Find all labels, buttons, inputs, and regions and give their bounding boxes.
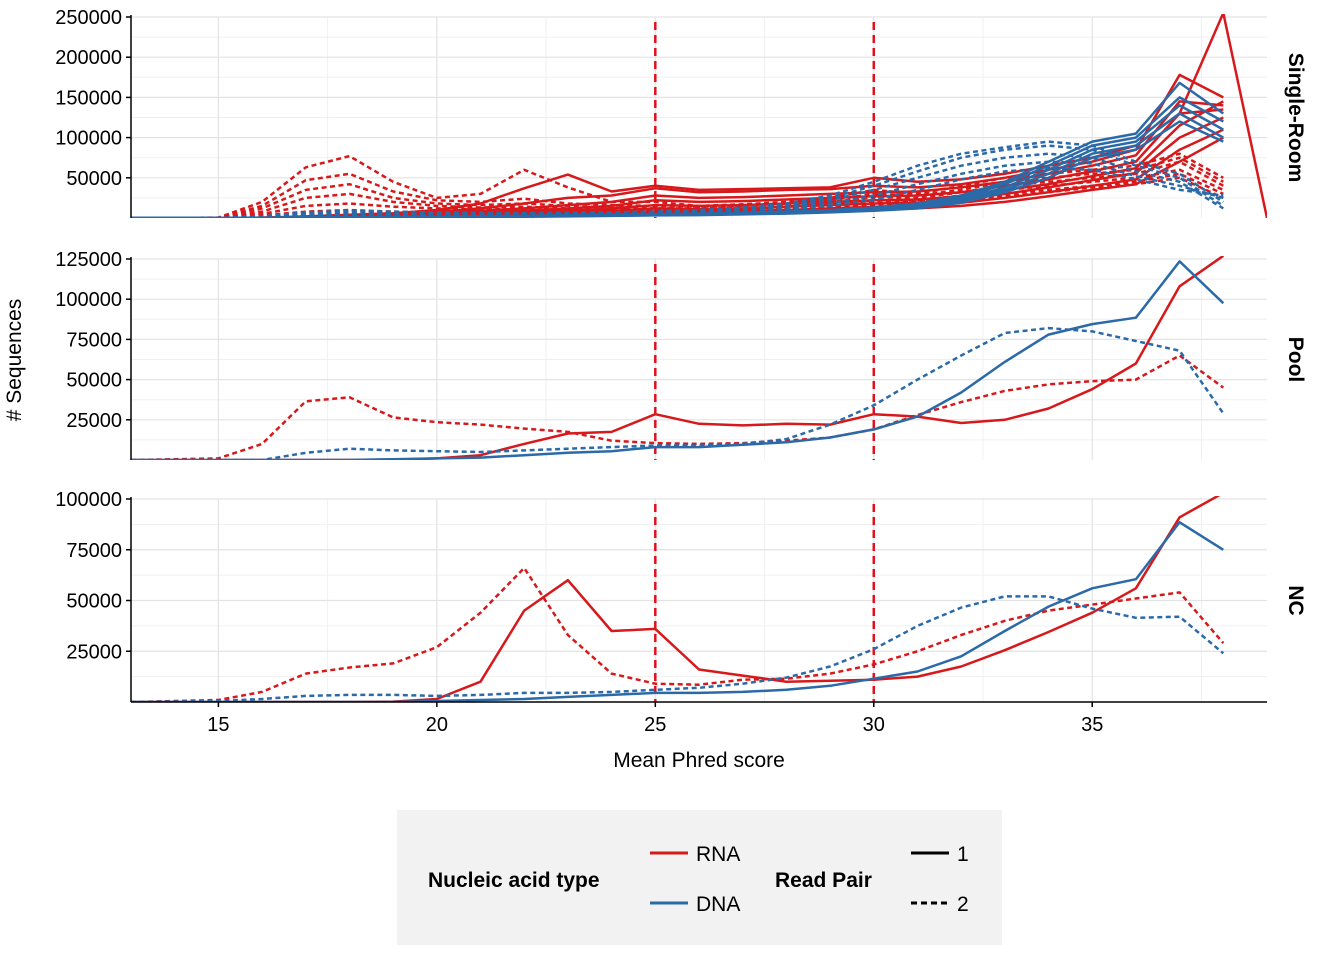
y-tick-label: 200000 [55, 47, 122, 69]
series-group [131, 496, 1225, 702]
legend-label-pair-1: 1 [957, 843, 969, 866]
series-line-rna-pair-2 [131, 172, 1224, 218]
y-axis-title: # Sequences [3, 299, 26, 422]
facet-strip-label: Pool [1284, 337, 1307, 383]
y-tick-label: 50000 [66, 168, 122, 190]
legend-box [397, 810, 1002, 945]
x-axis-title: Mean Phred score [613, 749, 785, 772]
legend-linetype-title: Read Pair [775, 869, 872, 892]
series-line-dna-pair-2 [131, 166, 1224, 218]
y-tick-label: 100000 [55, 489, 122, 511]
panel-nc: 15 20 25 30 35 25000 50000 75000 100000 NC [55, 489, 1307, 736]
series-line-rna-pair-2 [131, 354, 1225, 460]
legend-label-pair-2: 2 [957, 893, 969, 916]
facet-strip-label: NC [1284, 585, 1307, 615]
x-tick-label: 15 [207, 714, 229, 736]
y-tick-label: 125000 [55, 249, 122, 271]
y-tick-label: 100000 [55, 289, 122, 311]
y-tick-label: 75000 [66, 329, 122, 351]
x-tick-label: 35 [1081, 714, 1103, 736]
series-line-rna-pair-2 [131, 160, 1224, 218]
series-line-rna-pair-2 [131, 566, 1225, 702]
legend-label-dna: DNA [696, 893, 740, 916]
series-line-rna-pair-1 [131, 496, 1221, 702]
x-tick-label: 30 [863, 714, 885, 736]
series-line-dna-pair-1 [131, 521, 1224, 702]
legend: Nucleic acid type RNA DNA Read Pair 1 2 [397, 810, 1002, 945]
legend-label-rna: RNA [696, 843, 740, 866]
panel-pool: 25000 50000 75000 100000 125000 Pool [55, 249, 1307, 460]
x-tick-label: 25 [644, 714, 666, 736]
series-line-dna-pair-1 [131, 120, 1224, 218]
y-tick-label: 250000 [55, 7, 122, 29]
series-line-dna-pair-2 [131, 326, 1225, 460]
series-line-rna-pair-1 [131, 256, 1225, 460]
chart-panels: 50000 100000 150000 200000 250000 Single-Room… [55, 7, 1307, 736]
y-tick-label: 100000 [55, 128, 122, 150]
y-tick-label: 25000 [66, 641, 122, 663]
y-tick-label: 150000 [55, 87, 122, 109]
y-tick-label: 25000 [66, 410, 122, 432]
y-tick-label: 50000 [66, 370, 122, 392]
x-tick-label: 20 [426, 714, 448, 736]
facet-strip-label: Single-Room [1284, 53, 1307, 183]
legend-color-title: Nucleic acid type [428, 869, 600, 892]
series-line-dna-pair-1 [131, 260, 1225, 460]
series-line-rna-pair-1 [131, 14, 1267, 218]
y-tick-label: 50000 [66, 591, 122, 613]
y-tick-label: 75000 [66, 540, 122, 562]
panel-single-room: 50000 100000 150000 200000 250000 Single-Room [55, 7, 1307, 218]
series-group [131, 256, 1225, 460]
series-group [131, 14, 1267, 218]
